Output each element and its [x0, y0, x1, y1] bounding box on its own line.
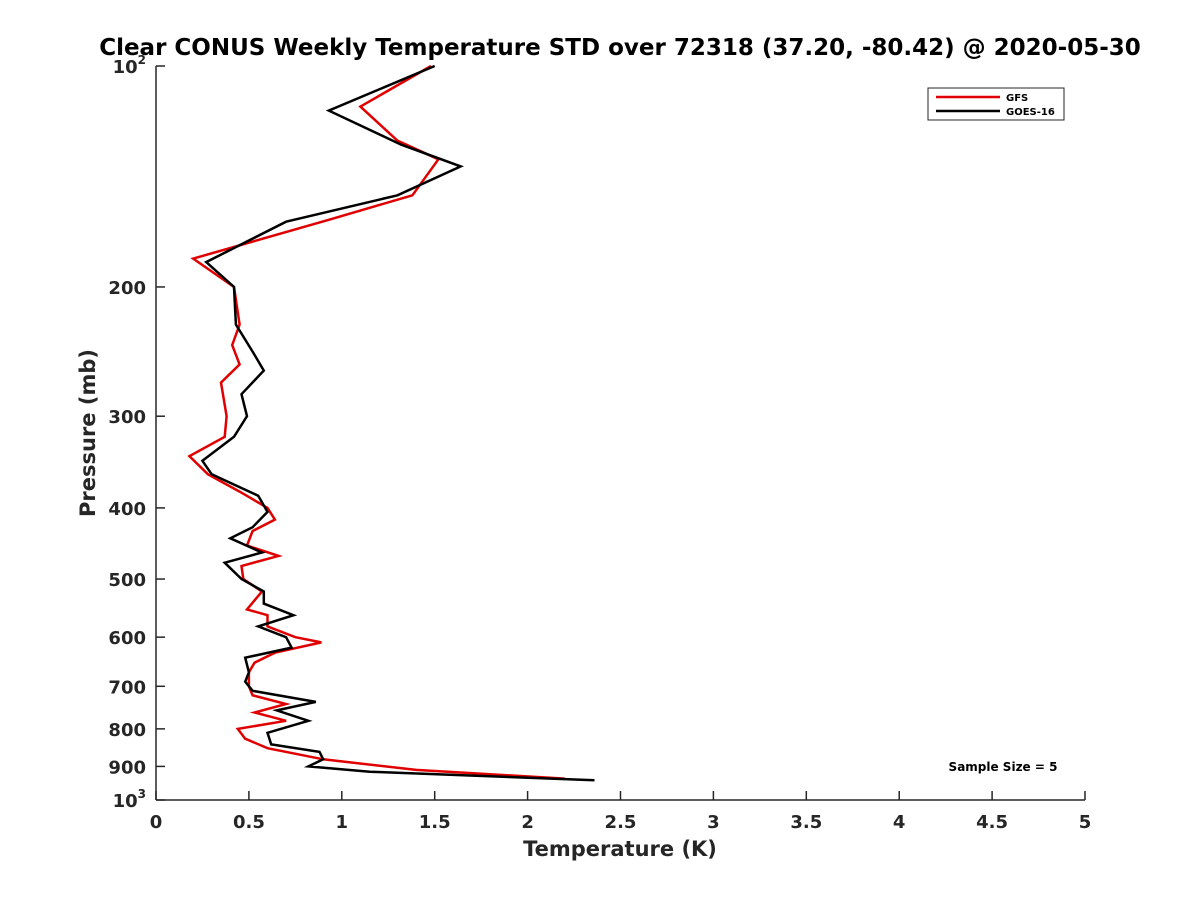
sample-size-annotation: Sample Size = 5 [949, 760, 1058, 774]
series-line-gfs [187, 64, 565, 780]
legend-box [927, 87, 1065, 121]
x-ticks: 0 0.5 1 1.5 2 2.5 3 3.5 4 4.5 5 [150, 791, 1092, 833]
y-tick-label: 103 [113, 787, 146, 812]
x-tick-label: 4.5 [976, 812, 1008, 833]
axes [155, 66, 1085, 801]
y-axis-label: Pressure (mb) [76, 349, 100, 517]
x-tick-label: 0 [150, 812, 163, 833]
y-tick-label: 900 [108, 757, 146, 778]
y-tick-exponent: 3 [138, 787, 146, 801]
y-tick-base: 10 [113, 57, 138, 78]
x-tick-label: 2 [521, 812, 534, 833]
series-line-goes16 [200, 64, 595, 782]
x-tick-label: 3 [707, 812, 720, 833]
y-tick-exponent: 2 [138, 53, 146, 67]
y-tick-label: 400 [108, 499, 146, 520]
x-tick-label: 2.5 [605, 812, 637, 833]
y-tick-label: 102 [113, 53, 146, 78]
legend-label-goes16: GOES-16 [1006, 107, 1055, 118]
chart-title: Clear CONUS Weekly Temperature STD over … [99, 35, 1141, 61]
y-tick-label: 600 [108, 628, 146, 649]
y-tick-base: 10 [113, 791, 138, 812]
x-tick-label: 1.5 [419, 812, 451, 833]
x-tick-label: 4 [893, 812, 906, 833]
y-tick-label: 500 [108, 570, 146, 591]
x-tick-label: 1 [336, 812, 349, 833]
x-tick-label: 0.5 [233, 812, 265, 833]
x-axis-label: Temperature (K) [523, 837, 717, 861]
x-tick-label: 3.5 [790, 812, 822, 833]
y-tick-label: 800 [108, 720, 146, 741]
y-tick-label: 300 [108, 407, 146, 428]
legend: GFS GOES-16 [927, 87, 1065, 121]
x-tick-label: 5 [1079, 812, 1092, 833]
y-tick-label: 700 [108, 677, 146, 698]
legend-label-gfs: GFS [1006, 93, 1028, 104]
series-layer [187, 64, 595, 782]
y-tick-label: 200 [108, 278, 146, 299]
